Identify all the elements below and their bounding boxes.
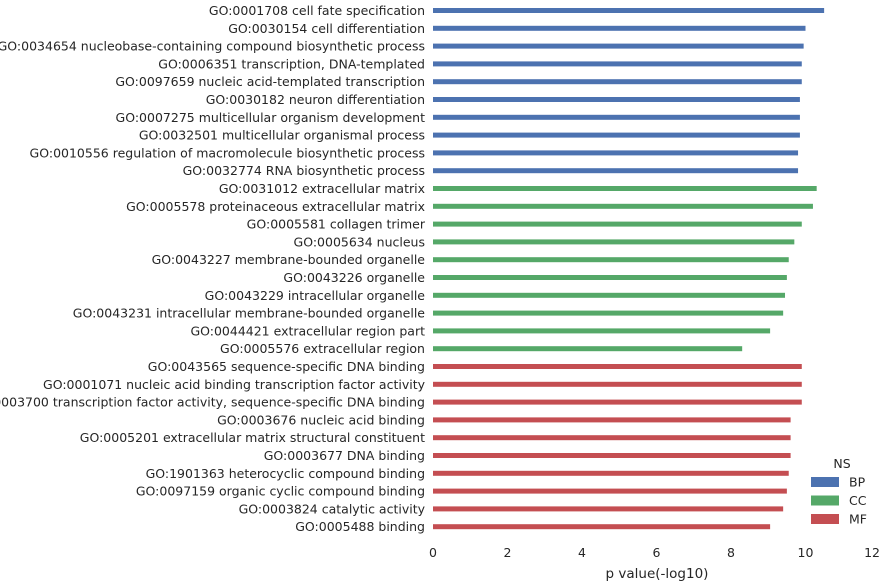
x-tick-label: 8	[727, 545, 735, 560]
legend-label-cc: CC	[849, 493, 867, 508]
bar-bp	[433, 150, 799, 156]
category-label: GO:0001071 nucleic acid binding transcri…	[43, 377, 426, 392]
category-label: GO:0097159 organic cyclic compound bindi…	[136, 484, 425, 499]
bar-mf	[433, 488, 787, 494]
legend-swatch-bp	[811, 477, 839, 487]
bar-bp	[433, 8, 825, 13]
category-label: GO:0005488 binding	[295, 519, 425, 534]
x-tick-label: 0	[429, 545, 437, 560]
x-tick-label: 10	[798, 545, 814, 560]
x-tick-label: 4	[578, 545, 586, 560]
category-label: GO:0031012 extracellular matrix	[219, 181, 425, 196]
category-label: GO:0044421 extracellular region part	[190, 323, 425, 338]
category-label: GO:0003677 DNA binding	[264, 448, 425, 463]
legend-swatch-cc	[811, 495, 839, 506]
category-label: GO:0030154 cell differentiation	[228, 21, 425, 36]
bar-bp	[433, 132, 800, 138]
bar-cc	[433, 275, 787, 280]
category-label: GO:0097659 nucleic acid-templated transc…	[115, 74, 425, 89]
bar-cc	[433, 186, 817, 191]
bar-bp	[433, 79, 802, 85]
x-tick-label: 6	[653, 545, 661, 560]
bar-cc	[433, 328, 771, 334]
bar-cc	[433, 346, 743, 352]
category-label: GO:0003824 catalytic activity	[239, 501, 426, 516]
bar-mf	[433, 453, 791, 458]
bar-mf	[433, 381, 802, 387]
category-label: GO:0032501 multicellular organismal proc…	[139, 128, 425, 143]
category-label: GO:0006351 transcription, DNA-templated	[158, 56, 425, 71]
category-label: GO:0043229 intracellular organelle	[205, 288, 426, 303]
bar-cc	[433, 203, 813, 209]
legend-label-mf: MF	[849, 512, 867, 527]
category-label: GO:0003700 transcription factor activity…	[0, 395, 425, 410]
category-label: GO:0005576 extracellular region	[220, 341, 425, 356]
bar-cc	[433, 310, 784, 316]
category-label: GO:0007275 multicellular organism develo…	[116, 110, 426, 125]
bar-bp	[433, 61, 802, 67]
category-label: GO:0005581 collagen trimer	[247, 217, 426, 232]
category-label: GO:0030182 neuron differentiation	[206, 92, 425, 107]
bar-bp	[433, 43, 804, 49]
category-label: GO:0032774 RNA biosynthetic process	[183, 163, 425, 178]
bar-mf	[433, 506, 784, 512]
bar-mf	[433, 470, 789, 476]
bar-bp	[433, 114, 800, 120]
category-label: GO:0034654 nucleobase-containing compoun…	[0, 39, 425, 54]
x-axis-title: p value(-log10)	[606, 566, 709, 582]
bar-bp	[433, 168, 799, 174]
legend: NS BP CC MF	[811, 456, 867, 527]
category-label: GO:0010556 regulation of macromolecule b…	[30, 145, 425, 160]
bar-mf	[433, 399, 802, 405]
category-label: GO:0043565 sequence-specific DNA binding	[148, 359, 425, 374]
bar-cc	[433, 257, 789, 263]
bar-mf	[433, 524, 771, 530]
legend-label-bp: BP	[849, 475, 866, 490]
category-label: GO:1901363 heterocyclic compound binding	[146, 466, 425, 481]
category-labels: GO:0001708 cell fate specification GO:003…	[0, 3, 426, 534]
legend-title: NS	[833, 456, 850, 471]
category-label: GO:0043231 intracellular membrane-bounde…	[73, 306, 426, 321]
bar-mf	[433, 417, 791, 423]
category-label: GO:0043226 organelle	[283, 270, 425, 285]
bar-cc	[433, 221, 802, 227]
bar-bp	[433, 97, 800, 102]
x-tick-label: 12	[864, 545, 880, 560]
category-label: GO:0005201 extracellular matrix structur…	[80, 430, 425, 445]
bar-cc	[433, 292, 786, 298]
x-tick-label: 2	[504, 545, 512, 560]
bar-mf	[433, 435, 791, 441]
category-label: GO:0005634 nucleus	[294, 234, 425, 249]
bar-mf	[433, 364, 802, 369]
category-label: GO:0043227 membrane-bounded organelle	[152, 252, 426, 267]
category-label: GO:0003676 nucleic acid binding	[217, 412, 425, 427]
category-label: GO:0005578 proteinaceous extracellular m…	[126, 199, 425, 214]
bars-layer	[433, 8, 825, 530]
category-label: GO:0001708 cell fate specification	[209, 3, 425, 18]
bar-cc	[433, 239, 795, 245]
bar-bp	[433, 25, 806, 31]
x-axis: 0 2 4 6 8 10 12	[429, 545, 880, 560]
legend-swatch-mf	[811, 514, 839, 524]
